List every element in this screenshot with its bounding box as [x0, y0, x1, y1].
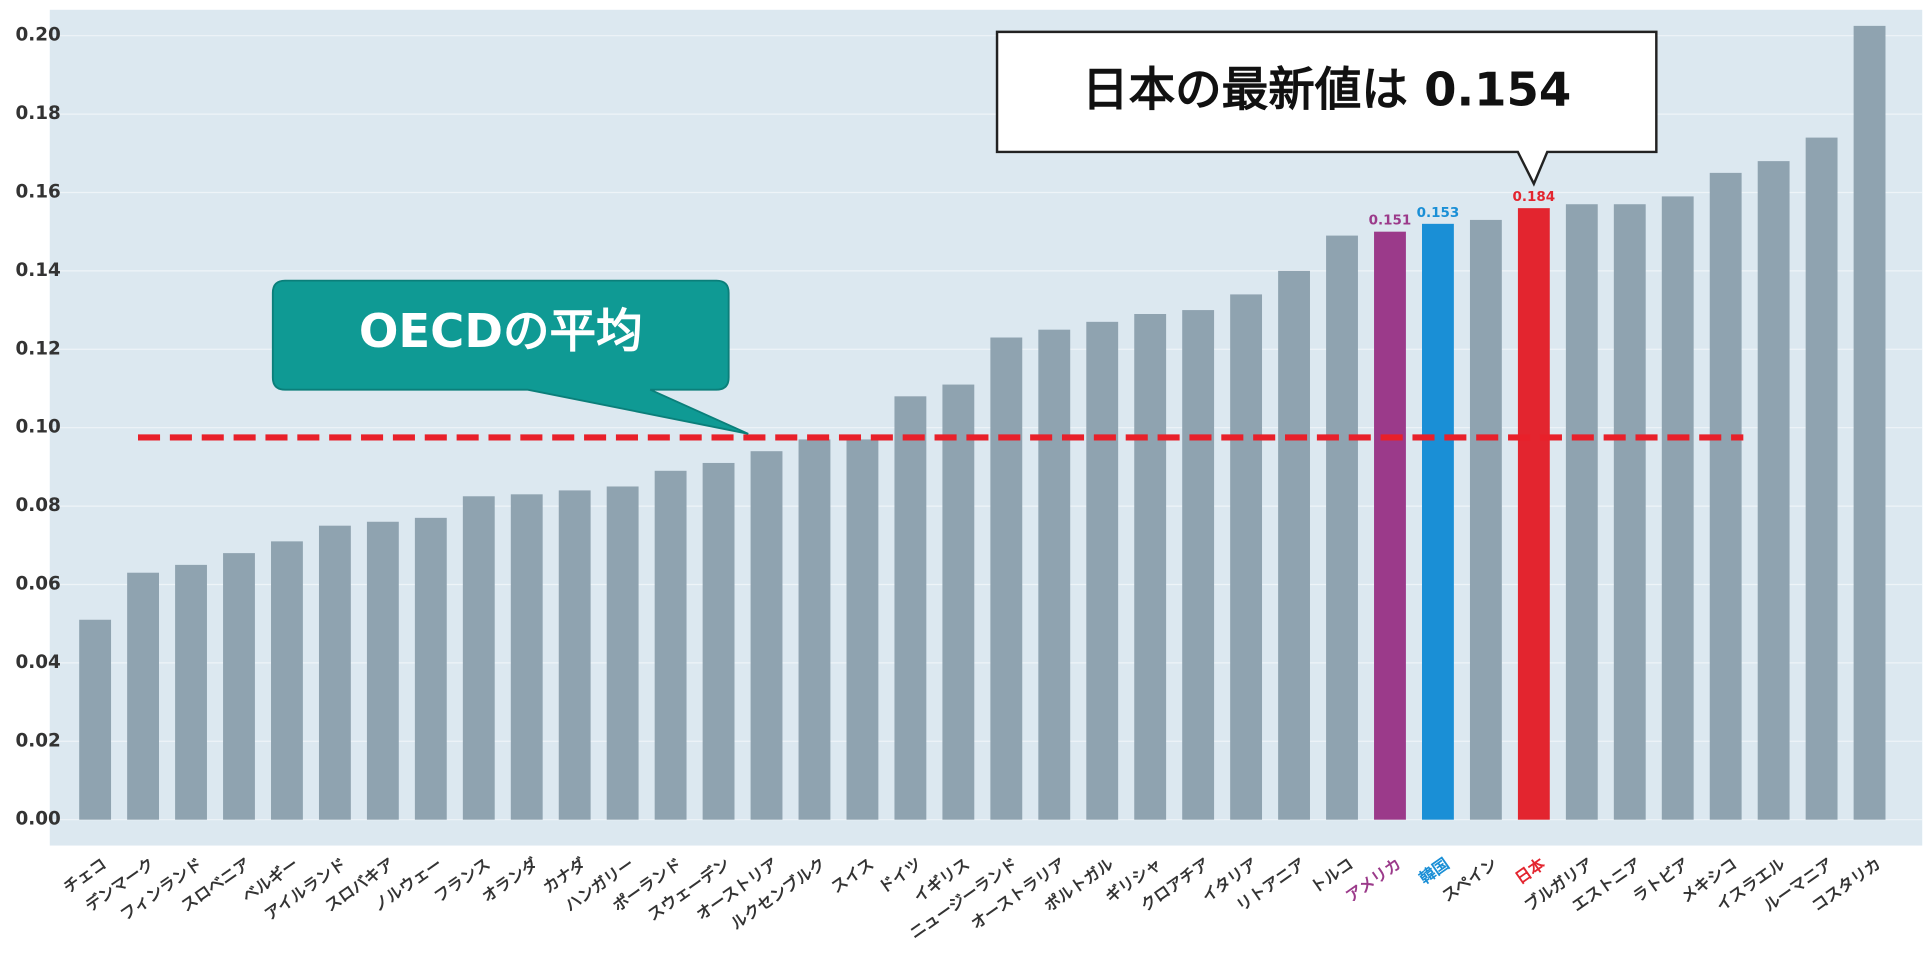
- bar: [127, 572, 160, 820]
- bar: [798, 439, 831, 820]
- bar: [271, 541, 303, 820]
- y-tick-label: 0.20: [15, 25, 60, 46]
- bar: [1805, 137, 1838, 820]
- bar: [1182, 310, 1215, 820]
- bar: [894, 396, 927, 820]
- value-label: 0.184: [1513, 189, 1556, 205]
- y-tick-label: 0.10: [15, 417, 60, 438]
- y-tick-label: 0.14: [15, 260, 60, 281]
- bar: [1038, 329, 1071, 820]
- y-tick-label: 0.12: [15, 338, 60, 359]
- reference-label: OECDの平均: [359, 304, 643, 358]
- bar: [606, 486, 639, 820]
- y-tick-label: 0.00: [15, 809, 60, 830]
- bar: [1853, 25, 1886, 820]
- x-tick-label: スペイン: [1438, 854, 1500, 905]
- bar: [1517, 208, 1550, 820]
- bar: [1469, 219, 1502, 820]
- y-tick-label: 0.16: [15, 181, 60, 202]
- bar: [414, 517, 447, 820]
- bar: [1613, 204, 1646, 820]
- bar: [1661, 196, 1694, 820]
- bar: [318, 525, 351, 820]
- bar: [750, 451, 783, 820]
- bar: [942, 384, 975, 820]
- bar: [1278, 270, 1310, 820]
- callout-text: 日本の最新値は 0.154: [1082, 63, 1571, 117]
- y-tick-label: 0.18: [15, 103, 60, 124]
- bar: [558, 490, 591, 820]
- bar: [462, 496, 495, 820]
- bar: [1565, 204, 1598, 820]
- bar: [223, 553, 255, 820]
- x-tick-label: アメリカ: [1342, 854, 1404, 906]
- y-tick-label: 0.02: [15, 730, 60, 751]
- y-tick-label: 0.06: [15, 573, 60, 594]
- callout-box: [995, 30, 1658, 187]
- bar: [1086, 321, 1119, 820]
- bar: [1709, 172, 1742, 820]
- callout-shape: [271, 279, 749, 435]
- y-tick-label: 0.04: [15, 652, 60, 673]
- y-tick-label: 0.08: [15, 495, 60, 516]
- bar: [366, 521, 399, 820]
- bar: [1374, 231, 1406, 820]
- bar: [654, 470, 687, 820]
- bar: [510, 494, 543, 820]
- bar: [1422, 223, 1454, 820]
- bar: [1757, 161, 1790, 820]
- bar: [1230, 294, 1263, 820]
- bar: [846, 439, 879, 820]
- x-tick-label: スイス: [827, 854, 877, 897]
- bar: [1134, 313, 1167, 820]
- bar: [702, 462, 735, 820]
- bar: [79, 619, 112, 820]
- bar: [1326, 235, 1358, 820]
- bar: [990, 337, 1023, 820]
- bar: [175, 564, 207, 820]
- value-label: 0.151: [1369, 213, 1412, 229]
- value-label: 0.153: [1417, 205, 1460, 221]
